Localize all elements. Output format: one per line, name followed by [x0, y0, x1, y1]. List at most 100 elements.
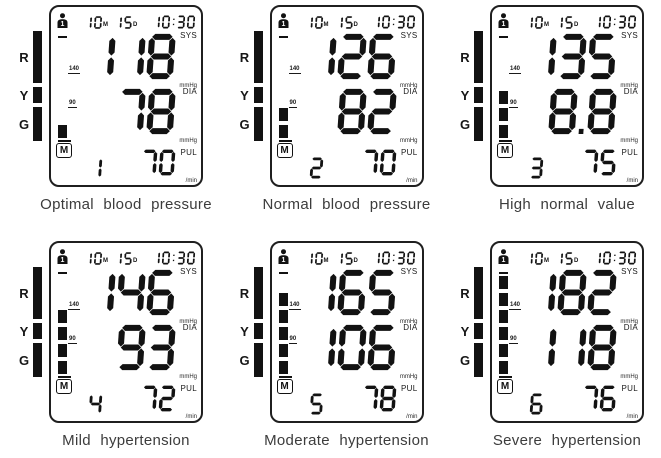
lcd-panel: 1 M D 140 90 SYS [269, 241, 424, 423]
seg-digit [407, 15, 416, 29]
seg-digit [186, 251, 196, 265]
mmhg-label-dia: mmHg [399, 138, 418, 144]
memory-m-letter: M [59, 145, 69, 156]
day-suffix: D [133, 22, 138, 28]
seg-digit [89, 17, 93, 28]
bp-monitor: R Y G 1 [458, 5, 644, 187]
pul-label: PUL [401, 148, 418, 157]
memory-index-value [529, 393, 544, 415]
seg-digit [137, 37, 146, 76]
sys-value [526, 33, 617, 80]
seg-colon [172, 18, 175, 26]
legend-row-red: R [238, 267, 270, 319]
category-caption: Moderate hypertension [264, 432, 429, 449]
risk-slot [58, 57, 67, 70]
seg-digit [337, 324, 366, 371]
seg-digit [534, 16, 544, 29]
seg-digit [186, 15, 196, 29]
scale-mark-90: 90 [68, 100, 77, 108]
seg-digit [599, 385, 616, 412]
risk-slot-filled [499, 125, 508, 138]
memory-m-letter: M [59, 381, 69, 392]
sys-label: SYS [400, 31, 418, 40]
seg-digit [381, 15, 391, 29]
risk-level-bar [499, 40, 508, 142]
risk-scale: 140 90 [497, 35, 523, 145]
date-display: M D [305, 252, 358, 265]
green-zone-bar [253, 343, 263, 377]
date-display: M D [525, 16, 578, 29]
legend-row-red: R [17, 267, 49, 319]
category-caption: Normal blood pressure [262, 196, 431, 213]
memory-index-value [309, 157, 324, 179]
seg-digit [529, 393, 543, 415]
seg-digit [584, 149, 599, 174]
sys-value [306, 33, 397, 80]
risk-slot [58, 108, 67, 121]
legend-row-red: R [238, 31, 270, 83]
seg-digit [337, 33, 366, 80]
mmhg-label-dia: mmHg [179, 374, 197, 380]
mmhg-label-sys: mmHg [399, 83, 418, 89]
mmhg-label-sys: mmHg [179, 319, 197, 325]
bp-monitor: R Y G 1 [458, 241, 644, 423]
user-number: 1 [502, 257, 506, 264]
memory-m-letter: M [280, 145, 289, 156]
bp-monitor: R Y G 1 [17, 241, 203, 423]
memory-m-icon: M [497, 143, 513, 158]
month-suffix: M [103, 258, 108, 264]
seg-digit [379, 149, 396, 176]
risk-scale: 140 90 [56, 271, 82, 381]
risk-slot-filled [278, 125, 288, 138]
scale-top-tick [499, 272, 508, 274]
mmhg-label-dia: mmHg [620, 374, 638, 380]
scale-bottom-tick [499, 376, 512, 378]
date-day-value [555, 252, 574, 265]
seg-digit [548, 273, 557, 312]
date-month-value [304, 252, 323, 265]
seg-digit [146, 88, 176, 135]
seg-digit [158, 385, 176, 412]
seg-digit [309, 393, 323, 415]
user-icon: 1 [57, 13, 68, 28]
month-suffix: M [323, 258, 329, 264]
risk-slot [499, 74, 508, 87]
per-min-label: /min [185, 178, 197, 184]
date-month-value [84, 16, 103, 29]
seg-digit [107, 37, 116, 76]
pul-value [140, 385, 176, 412]
scale-top-tick [278, 272, 288, 274]
seg-digit [560, 17, 564, 28]
seg-digit [327, 273, 336, 312]
risk-level-bar [278, 40, 288, 142]
legend-row-green: G [17, 107, 49, 141]
risk-slot-filled [58, 125, 67, 138]
mmhg-label-sys: mmHg [399, 319, 418, 325]
risk-slot-filled [278, 344, 288, 357]
per-min-label: /min [406, 414, 418, 420]
seg-digit [337, 269, 365, 316]
pul-value [361, 149, 397, 176]
seg-digit [161, 251, 170, 265]
user-icon: 1 [57, 249, 68, 264]
seg-digit [117, 273, 146, 312]
seg-digit [93, 16, 103, 29]
dia-value [526, 324, 617, 371]
seg-digit [618, 15, 627, 29]
pul-label: PUL [180, 384, 197, 393]
pul-value [361, 385, 397, 412]
seg-digit [89, 395, 103, 413]
pul-label: PUL [621, 148, 638, 157]
category-caption: Mild hypertension [62, 432, 190, 449]
pul-label: PUL [180, 148, 197, 157]
seg-digit [602, 251, 611, 265]
seg-colon [613, 18, 616, 26]
date-day-value [114, 252, 133, 265]
date-month-value [84, 252, 103, 265]
seg-digit [618, 251, 627, 265]
seg-digit [627, 251, 637, 265]
seg-digit [143, 385, 158, 410]
seg-digit [117, 324, 146, 371]
green-zone-bar [33, 107, 42, 141]
lcd-panel: 1 M D 140 90 SYS [490, 5, 644, 187]
